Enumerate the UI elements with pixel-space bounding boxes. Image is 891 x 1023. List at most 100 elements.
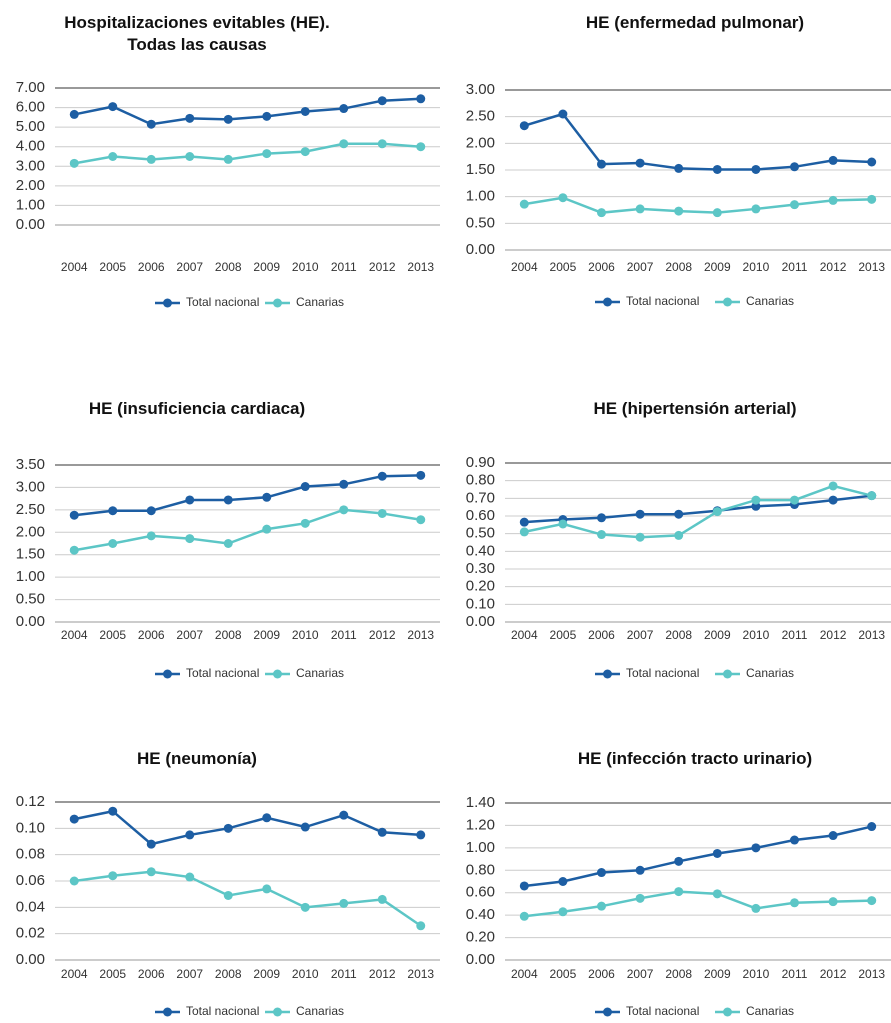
chart-title: HE (neumonía) [137,749,257,768]
x-tick-label: 2008 [665,628,692,642]
y-tick-label: 3.50 [16,456,45,473]
chart-title: HE (infección tracto urinario) [577,749,813,768]
y-tick-label: 0.00 [16,216,45,233]
data-point [339,139,349,149]
data-point [146,839,156,849]
x-tick-label: 2008 [215,967,242,981]
data-point [262,884,272,894]
x-tick-label: 2008 [665,260,692,274]
x-tick-label: 2007 [627,967,654,981]
y-tick-label: 5.00 [16,118,45,135]
data-point [146,867,156,877]
y-tick-label: 0.20 [466,929,495,946]
x-tick-label: 2005 [99,260,126,274]
data-point [69,510,79,520]
data-point [377,894,387,904]
legend-marker [163,298,172,308]
data-point [146,154,156,164]
data-point [416,142,426,152]
y-tick-label: 1.00 [466,188,495,205]
x-tick-label: 2004 [61,628,88,642]
y-tick-label: 0.10 [16,819,45,836]
series-line [524,890,872,918]
data-point [185,830,195,840]
legend-marker [603,1007,612,1017]
legend-label: Total nacional [626,1004,699,1018]
legend-label: Total nacional [186,295,259,309]
x-tick-label: 2013 [858,260,885,274]
series-line [74,508,421,552]
data-point [300,147,310,157]
data-point [223,823,233,833]
data-point [712,507,722,517]
data-point [558,193,568,203]
y-tick-label: 0.00 [466,241,495,258]
y-tick-label: 1.00 [466,839,495,856]
series-line [524,196,872,214]
legend-marker [723,1007,732,1017]
data-point [674,509,684,519]
x-tick-label: 2011 [331,260,357,274]
y-tick-label: 0.60 [466,507,495,524]
legend-marker [603,297,612,307]
data-point [597,530,606,540]
y-tick-label: 0.80 [466,861,495,878]
x-tick-label: 2010 [292,628,319,642]
y-tick-label: 1.00 [16,568,45,585]
data-point [790,835,799,845]
data-point [867,491,877,501]
y-tick-label: 1.50 [466,161,495,178]
data-point [377,827,387,837]
data-point [790,495,799,505]
x-tick-label: 2008 [665,967,692,981]
data-point [223,539,233,548]
x-tick-label: 2010 [743,967,770,981]
data-point [300,902,310,912]
series-line [73,809,421,846]
data-point [300,106,310,116]
chart-title: HE (hipertensión arterial) [593,399,797,418]
x-tick-label: 2008 [215,260,242,274]
y-tick-label: 1.00 [16,196,45,213]
x-tick-label: 2006 [138,260,165,274]
data-point [674,163,684,173]
y-tick-label: 3.00 [16,157,45,174]
data-point [597,901,606,911]
legend-marker [163,1007,172,1017]
legend-marker [603,669,612,679]
data-point [519,121,529,131]
x-tick-label: 2004 [511,628,538,642]
x-tick-label: 2004 [511,967,538,981]
x-tick-label: 2004 [511,260,538,274]
data-point [635,532,645,542]
x-tick-label: 2009 [253,628,280,642]
series-line [524,494,872,524]
data-point [339,810,349,820]
x-tick-label: 2011 [331,967,357,981]
legend-label: Canarias [746,666,794,680]
data-point [635,893,645,903]
legend-label: Canarias [746,294,794,308]
x-tick-label: 2012 [820,628,847,642]
x-tick-label: 2009 [704,260,731,274]
data-point [790,200,799,210]
y-tick-label: 2.50 [16,501,45,518]
data-point [416,921,426,931]
data-point [519,527,529,537]
data-point [108,806,118,816]
data-point [790,162,799,172]
data-point [108,506,118,516]
data-point [674,856,684,866]
data-point [674,887,684,897]
x-tick-label: 2013 [858,628,885,642]
data-point [300,482,310,492]
x-tick-label: 2009 [704,967,731,981]
data-point [377,471,387,481]
y-tick-label: 1.40 [466,794,495,811]
data-point [146,506,156,516]
data-point [712,889,722,899]
x-tick-label: 2007 [176,260,203,274]
y-tick-label: 0.50 [466,214,495,231]
data-point [69,876,79,886]
